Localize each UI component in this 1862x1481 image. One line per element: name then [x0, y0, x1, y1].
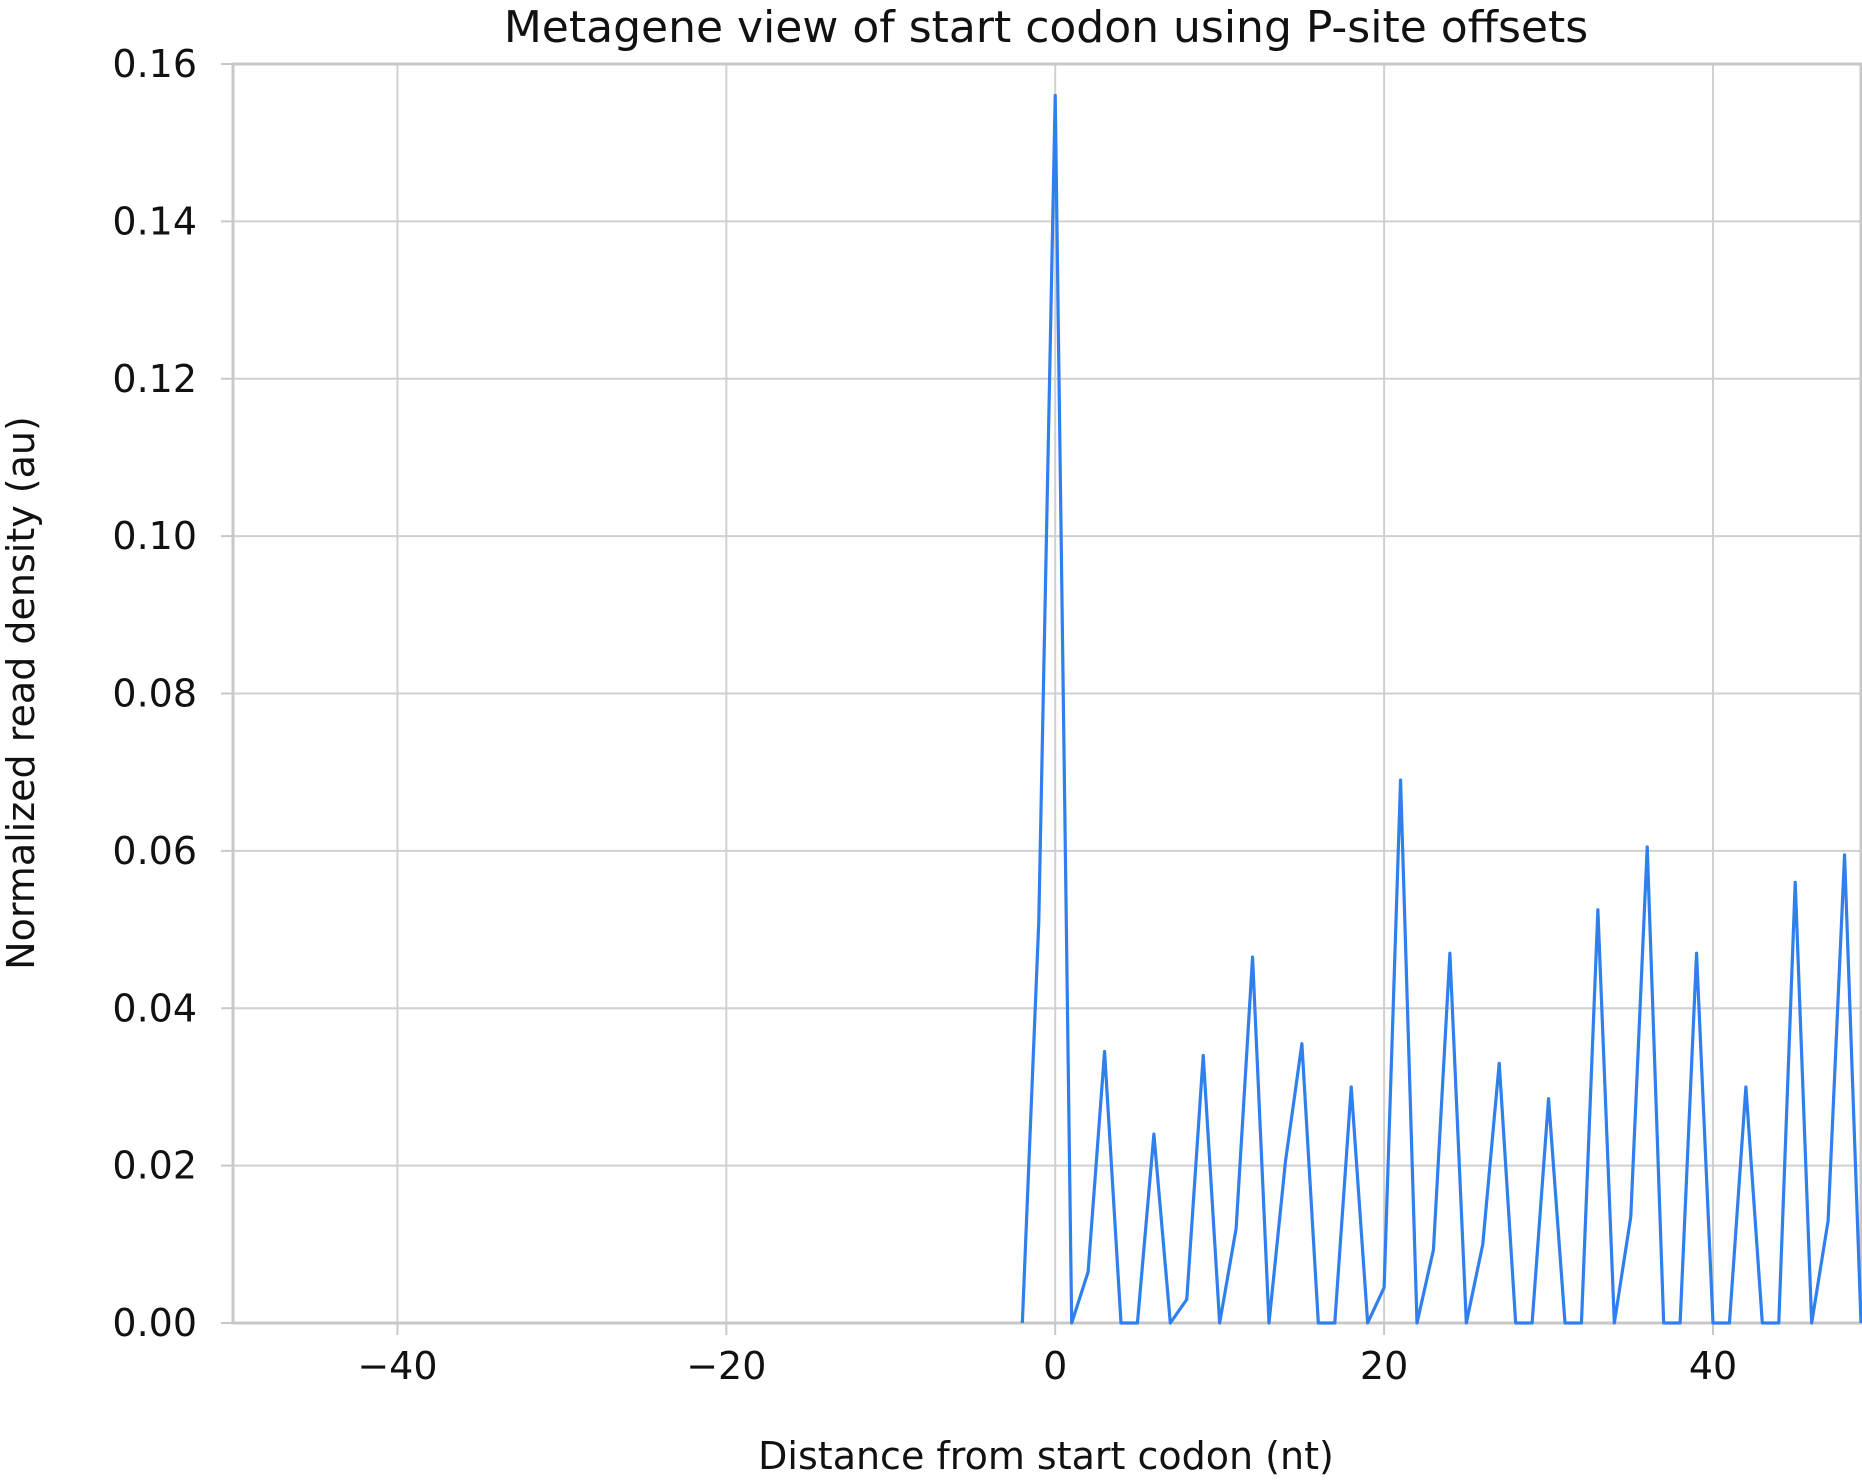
- x-axis-label: Distance from start codon (nt): [758, 1434, 1334, 1478]
- y-tick-label: 0.00: [112, 1301, 197, 1345]
- x-tick-label: −20: [686, 1344, 766, 1388]
- y-tick-labels: 0.00 0.02 0.04 0.06 0.08 0.10 0.12 0.14 0.16: [112, 42, 197, 1345]
- y-gridlines: [233, 63, 1861, 1324]
- x-tick-label: 40: [1689, 1344, 1737, 1388]
- series-line: [1020, 93, 1862, 1325]
- series-group: [1020, 93, 1862, 1325]
- x-tick-labels: −40 −20 0 20 40: [357, 1344, 1737, 1388]
- y-axis-label: Normalized read density (au): [0, 416, 43, 970]
- y-tick-label: 0.04: [112, 986, 197, 1030]
- y-tick-label: 0.10: [112, 514, 197, 558]
- y-tick-label: 0.08: [112, 672, 197, 716]
- y-tick-label: 0.12: [112, 357, 197, 401]
- axis-ticks: [221, 63, 1714, 1335]
- y-tick-label: 0.02: [112, 1144, 197, 1188]
- x-tick-label: 0: [1043, 1344, 1067, 1388]
- chart-title: Metagene view of start codon using P-sit…: [504, 2, 1588, 53]
- x-tick-label: −40: [357, 1344, 437, 1388]
- x-tick-label: 20: [1360, 1344, 1408, 1388]
- y-tick-label: 0.14: [112, 199, 197, 243]
- y-tick-label: 0.16: [112, 42, 197, 86]
- y-tick-label: 0.06: [112, 829, 197, 873]
